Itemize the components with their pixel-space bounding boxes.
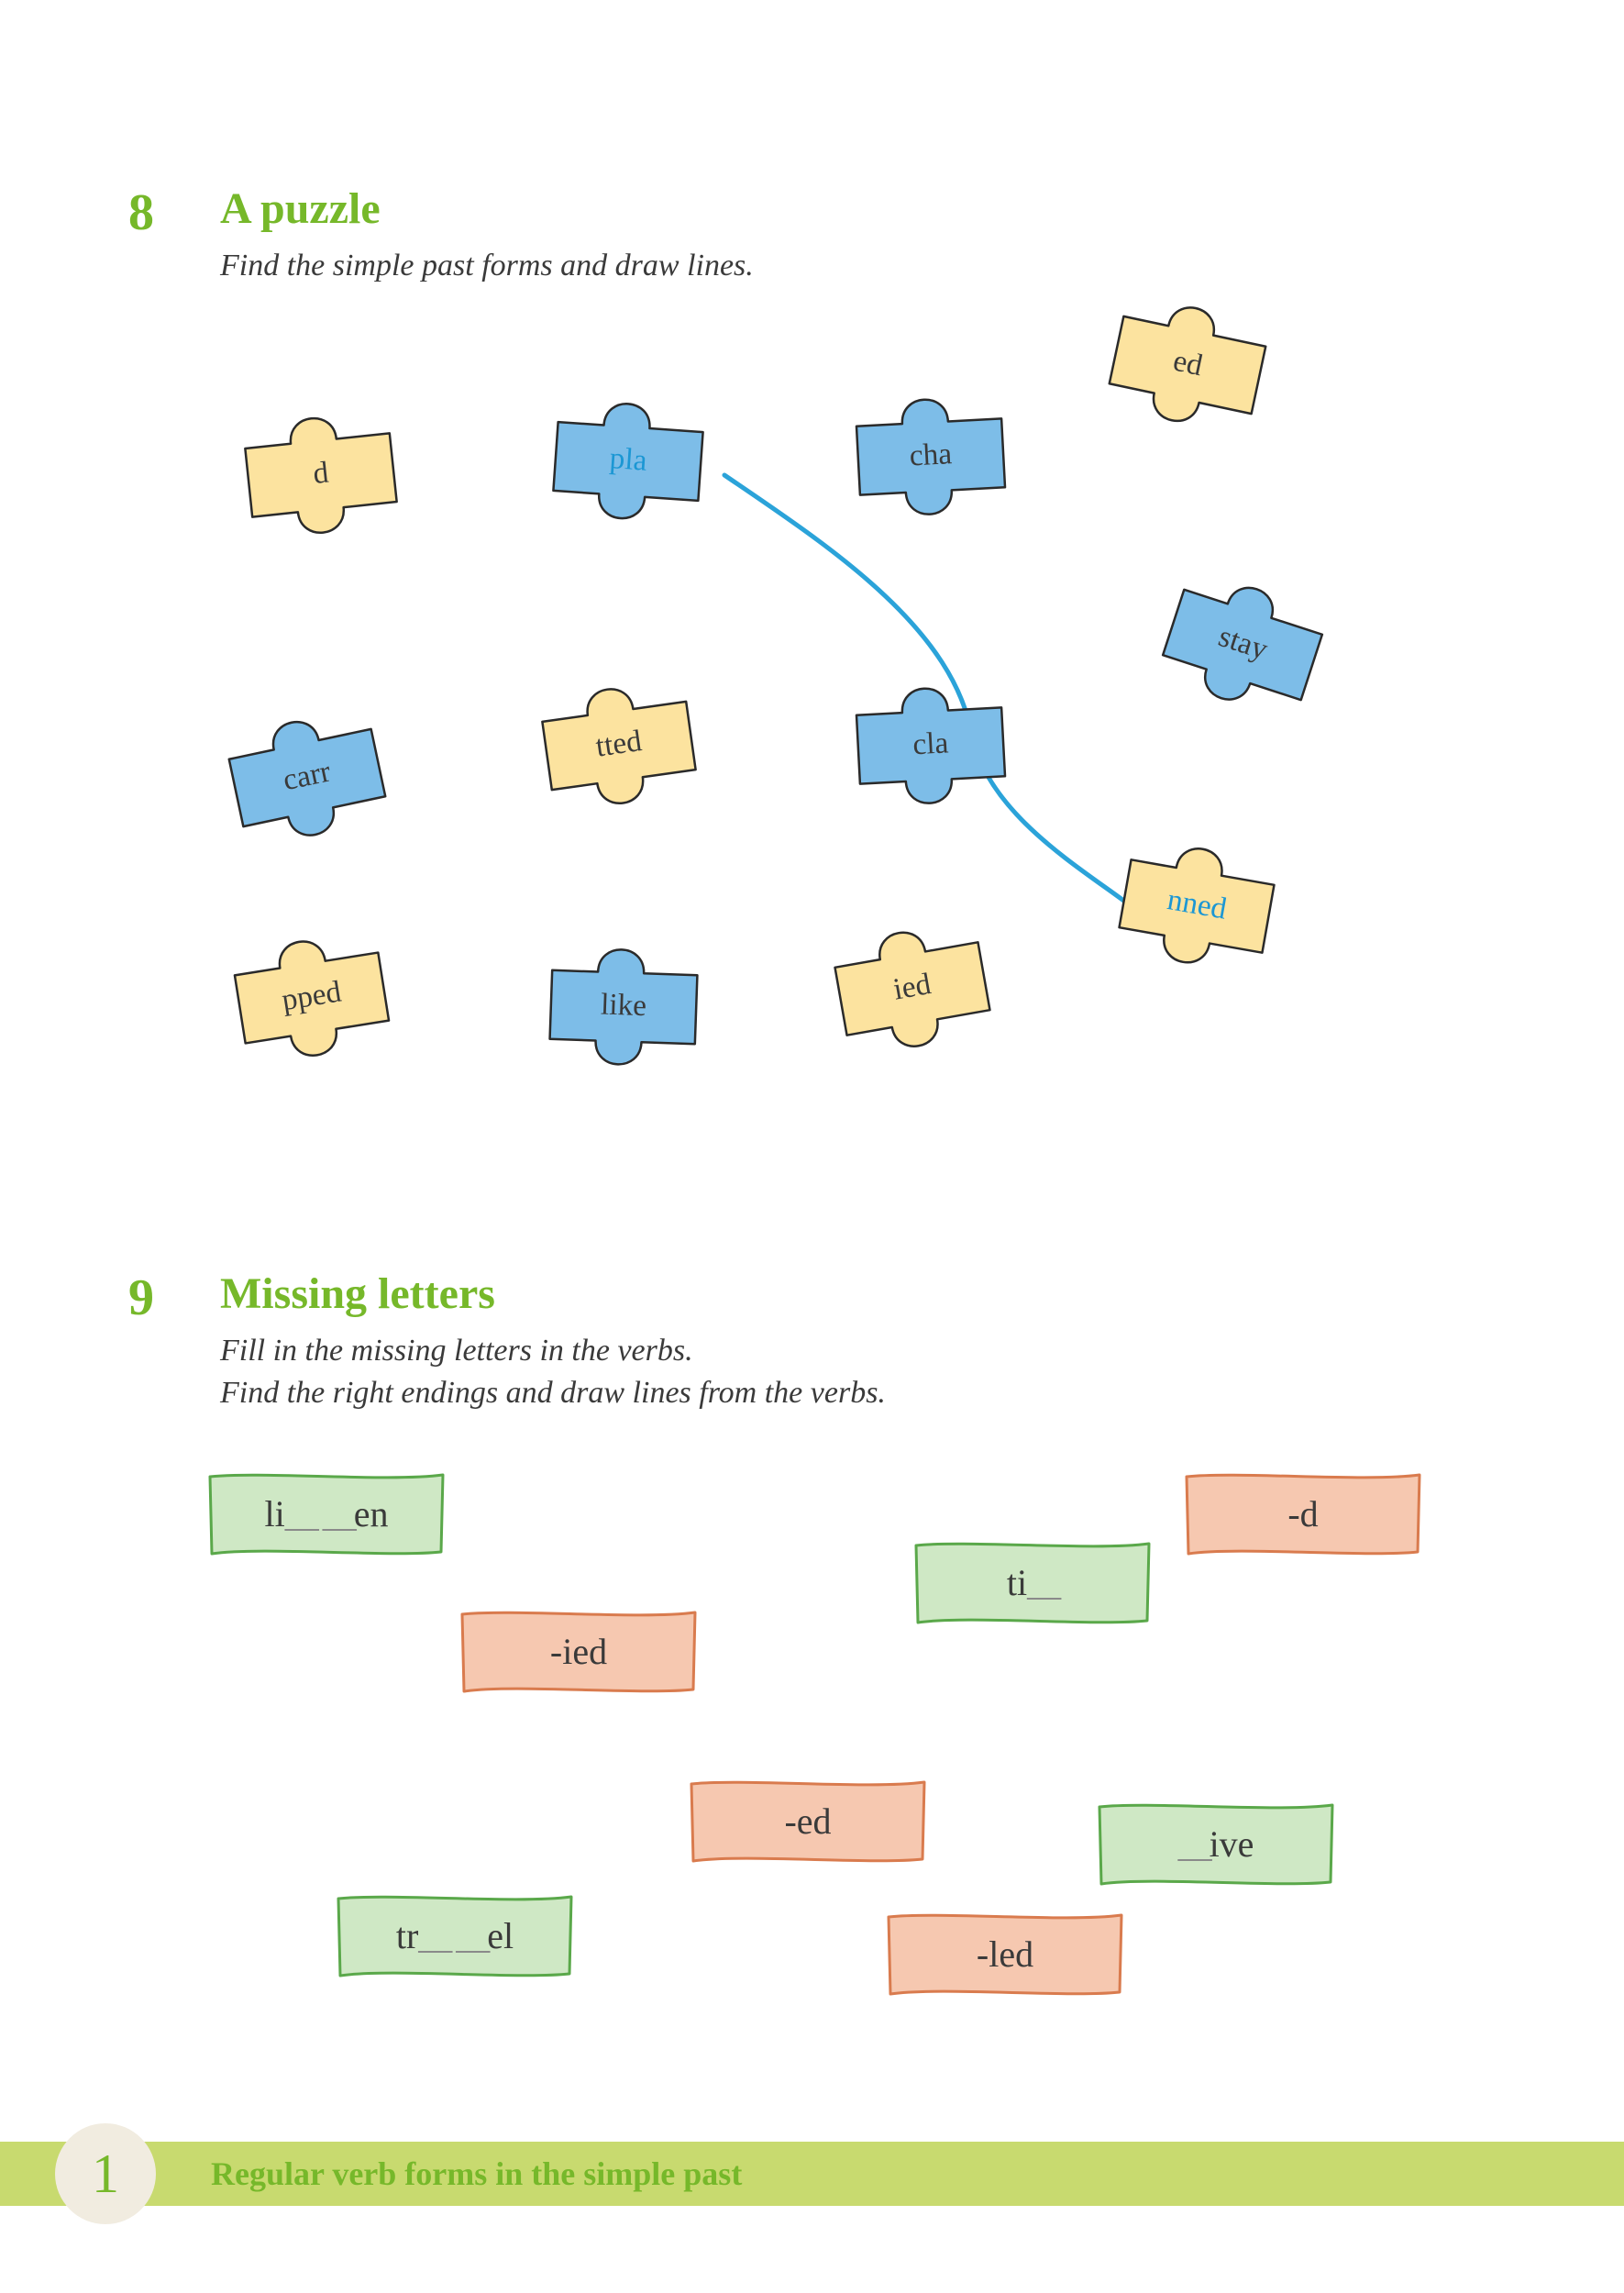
exercise-number: 9 [128, 1268, 154, 1327]
footer-unit-title: Regular verb forms in the simple past [211, 2142, 742, 2206]
puzzle-piece-pped: pped [206, 914, 418, 1080]
puzzle-piece-ied: ied [806, 904, 1020, 1073]
exercise-title: Missing letters [220, 1268, 1496, 1319]
worksheet-page: 8 A puzzle Find the simple past forms an… [0, 0, 1624, 2293]
verb-card-ti: ti__ [912, 1538, 1153, 1630]
puzzle-piece-d: d [218, 396, 425, 553]
exercise-8: 8 A puzzle Find the simple past forms an… [128, 183, 1496, 1177]
puzzle-piece-label: pla [609, 441, 648, 478]
puzzle-piece-label: tted [593, 724, 644, 764]
ending-card-ied: -ied [458, 1607, 699, 1699]
puzzle-piece-label: cha [909, 437, 953, 472]
ending-card-ed: -ed [688, 1777, 928, 1868]
ending-card-d: -d [1183, 1469, 1423, 1561]
puzzle-piece-stay: stay [1130, 549, 1355, 740]
puzzle-piece-carr: carr [199, 691, 416, 865]
puzzle-piece-nned: nned [1090, 822, 1304, 991]
puzzle-piece-cla: cla [831, 671, 1031, 819]
verb-card-listen: li__ __en [206, 1469, 447, 1561]
puzzle-piece-label: cla [912, 726, 950, 761]
puzzle-piece-label: ied [890, 967, 934, 1007]
card-label: -ied [550, 1631, 607, 1672]
card-label: tr__ __el [396, 1915, 514, 1956]
exercise-instruction: Find the right endings and draw lines fr… [220, 1372, 1496, 1414]
puzzle-piece-pla: pla [527, 386, 729, 537]
puzzle-piece-label: like [600, 987, 646, 1023]
footer-unit-circle: 1 [55, 2123, 156, 2224]
card-label: ti__ [1007, 1562, 1062, 1603]
exercise-number: 8 [128, 183, 154, 242]
exercise-header: Missing letters Fill in the missing lett… [220, 1268, 1496, 1414]
ending-card-led: -led [885, 1910, 1125, 2001]
exercise-instruction: Fill in the missing letters in the verbs… [220, 1330, 1496, 1372]
verb-card-travel: tr__ __el [335, 1891, 575, 1983]
verb-card-ive: __ive [1096, 1800, 1336, 1891]
footer-unit-number: 1 [92, 2143, 119, 2206]
puzzle-piece-ed: ed [1079, 278, 1297, 452]
exercise-9: 9 Missing letters Fill in the missing le… [128, 1268, 1496, 2203]
puzzle-piece-cha: cha [831, 382, 1031, 530]
card-label: -led [977, 1933, 1033, 1975]
card-label: -d [1287, 1493, 1318, 1534]
page-footer: 1 Regular verb forms in the simple past [0, 2142, 1624, 2206]
puzzle-piece-tted: tted [514, 664, 724, 827]
card-area: li__ __en -d ti__ -ied -ed __ive tr__ __el -led [128, 1469, 1496, 2203]
card-label: __ive [1177, 1823, 1254, 1865]
puzzle-area: dplachaedstaycarrttedclannedppedlikeied [128, 305, 1496, 1177]
puzzle-piece-like: like [525, 935, 722, 1079]
card-label: li__ __en [265, 1493, 389, 1534]
exercise-instruction: Find the simple past forms and draw line… [220, 245, 1496, 287]
exercise-title: A puzzle [220, 183, 1496, 234]
exercise-header: A puzzle Find the simple past forms and … [220, 183, 1496, 287]
card-label: -ed [784, 1800, 831, 1842]
